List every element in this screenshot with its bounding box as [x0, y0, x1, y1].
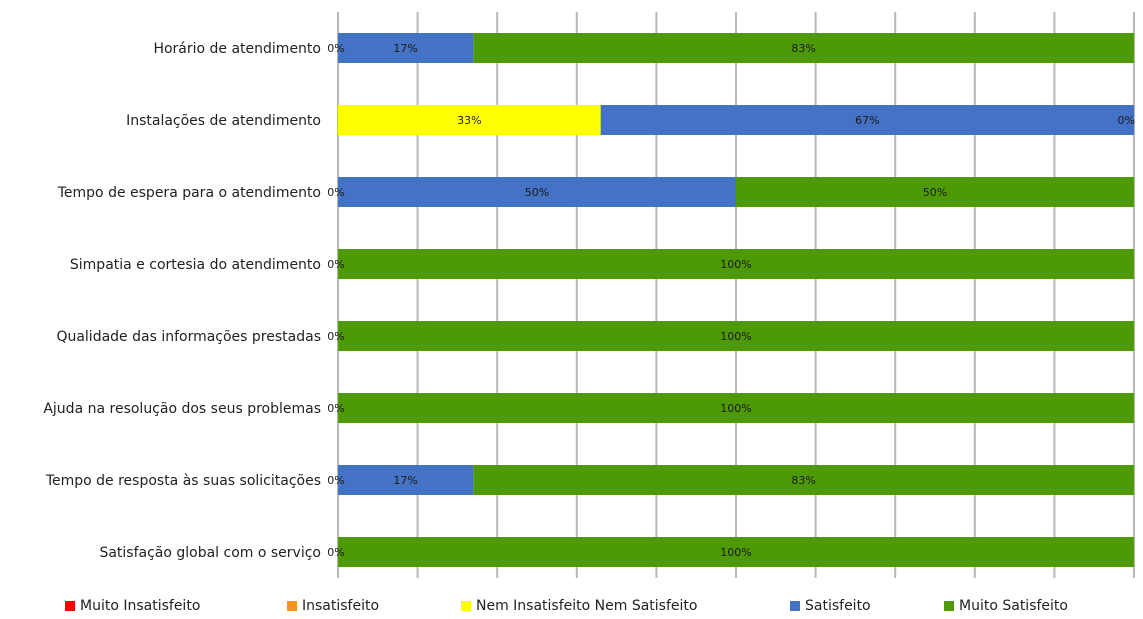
category-label: Satisfação global com o serviço — [99, 545, 321, 561]
data-label: 83% — [791, 42, 815, 55]
data-label: 0% — [327, 42, 344, 55]
data-labels: 0% 17% 83% 33% 67% 0% 0% 50% 50% 0% 100% 0% 100% 0% 10… — [327, 42, 1135, 559]
data-label: 0% — [1118, 114, 1135, 127]
bar-segment — [338, 321, 1134, 351]
data-label: 67% — [855, 114, 879, 127]
legend-item: Muito Satisfeito — [944, 598, 1068, 614]
legend-item: Muito Insatisfeito — [65, 598, 200, 614]
bar-segment — [600, 105, 1134, 135]
category-label: Tempo de espera para o atendimento — [57, 185, 321, 201]
data-label: 17% — [393, 474, 417, 487]
data-label: 0% — [327, 186, 344, 199]
legend-item: Satisfeito — [790, 598, 871, 614]
data-label: 83% — [791, 474, 815, 487]
legend-label: Muito Satisfeito — [959, 598, 1068, 614]
bar-segment — [338, 105, 601, 135]
legend-item: Nem Insatisfeito Nem Satisfeito — [461, 598, 697, 614]
data-label: 50% — [923, 186, 947, 199]
category-label: Instalações de atendimento — [126, 113, 321, 129]
data-label: 17% — [393, 42, 417, 55]
bar-segment — [473, 465, 1134, 495]
data-label: 0% — [327, 258, 344, 271]
bar-segment — [338, 177, 736, 207]
data-label: 100% — [720, 402, 751, 415]
legend-swatch — [461, 601, 471, 611]
data-label: 0% — [327, 330, 344, 343]
legend-swatch — [944, 601, 954, 611]
category-label: Horário de atendimento — [153, 41, 321, 57]
bar-segment — [338, 465, 474, 495]
bar-segment — [338, 537, 1134, 567]
data-label: 50% — [525, 186, 549, 199]
legend-item: Insatisfeito — [287, 598, 379, 614]
bar-segment — [473, 33, 1134, 63]
category-label: Ajuda na resolução dos seus problemas — [43, 401, 321, 417]
legend: Muito Insatisfeito Insatisfeito Nem Insati… — [0, 598, 1143, 618]
category-label: Qualidade das informações prestadas — [56, 329, 321, 345]
legend-label: Muito Insatisfeito — [80, 598, 201, 614]
bar-segment — [338, 33, 474, 63]
data-label: 0% — [327, 474, 344, 487]
category-label: Simpatia e cortesia do atendimento — [70, 257, 321, 273]
legend-swatch — [790, 601, 800, 611]
legend-label: Satisfeito — [805, 598, 871, 614]
data-label: 100% — [720, 546, 751, 559]
data-label: 0% — [327, 402, 344, 415]
category-labels: Horário de atendimento Instalações de ate… — [43, 41, 321, 561]
legend-swatch — [287, 601, 297, 611]
bars — [338, 33, 1134, 567]
category-label: Tempo de resposta às suas solicitações — [45, 473, 321, 489]
bar-segment — [338, 393, 1134, 423]
data-label: 100% — [720, 258, 751, 271]
bar-segment — [338, 249, 1134, 279]
legend-swatch — [65, 601, 75, 611]
data-label: 100% — [720, 330, 751, 343]
bar-segment — [736, 177, 1134, 207]
legend-label: Insatisfeito — [302, 598, 380, 614]
legend-label: Nem Insatisfeito Nem Satisfeito — [476, 598, 698, 614]
data-label: 33% — [457, 114, 481, 127]
data-label: 0% — [327, 546, 344, 559]
stacked-bar-chart: Horário de atendimento Instalações de ate… — [43, 12, 1135, 578]
